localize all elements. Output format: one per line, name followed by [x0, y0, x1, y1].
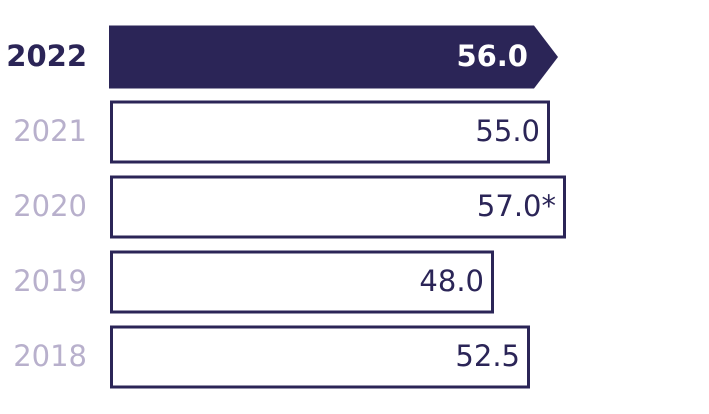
value-label: 56.0	[456, 39, 528, 73]
category-label: 2022	[6, 39, 87, 73]
bar	[110, 325, 530, 389]
category-label: 2020	[13, 189, 87, 223]
value-label: 48.0	[419, 264, 484, 298]
bar	[110, 175, 566, 239]
bar	[110, 100, 550, 164]
bar	[109, 25, 558, 89]
value-label: 52.5	[455, 339, 520, 373]
category-label: 2018	[13, 339, 87, 373]
category-label: 2019	[13, 264, 87, 298]
value-label: 55.0	[475, 114, 540, 148]
bar	[110, 250, 494, 314]
category-label: 2021	[13, 114, 87, 148]
value-label: 57.0*	[477, 189, 556, 223]
